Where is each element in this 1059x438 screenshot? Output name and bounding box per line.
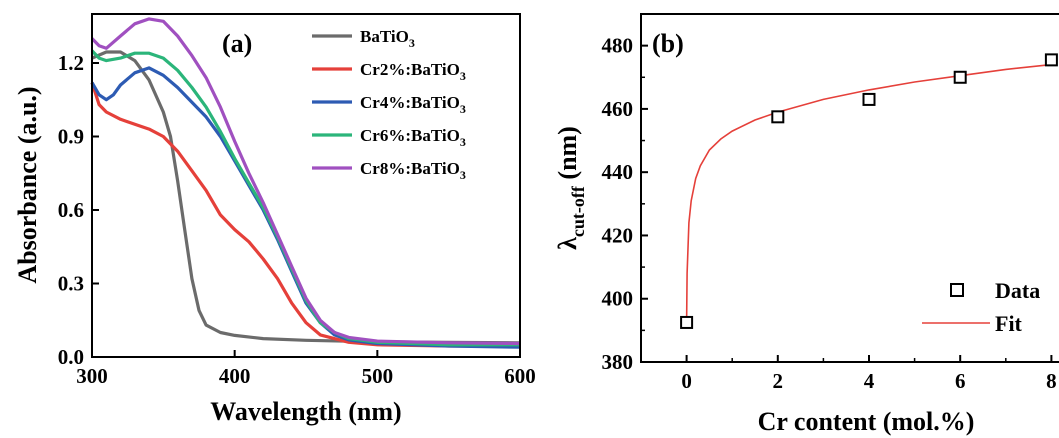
panel-b-data-point <box>771 110 785 124</box>
panel-b-y-axis-title: λcut-off (nm) <box>553 126 588 250</box>
panel-b-data-point <box>862 92 876 106</box>
panel-b-legend-data-marker <box>950 283 964 297</box>
panel-a-y-axis-title: Absorbance (a.u.) <box>13 86 42 283</box>
panel-a-legend-label: BaTiO3 <box>360 27 415 50</box>
panel-b-legend: Data Fit <box>922 278 1040 336</box>
panel-a-series-line-2 <box>90 82 520 348</box>
panel-b-x-tick-label: 8 <box>1046 369 1057 393</box>
panel-b-legend-fit-label: Fit <box>995 311 1023 336</box>
panel-a-x-tick-label: 500 <box>362 364 394 388</box>
panel-a-x-tick-label: 600 <box>504 364 536 388</box>
panel-a-x-axis-title: Wavelength (nm) <box>210 397 401 426</box>
panel-b-legend-data-label: Data <box>995 278 1040 303</box>
panel-a-legend-label: Cr8%:BaTiO3 <box>360 159 466 182</box>
panel-b-data-point <box>680 315 694 329</box>
panel-b-y-tick-label: 380 <box>602 350 634 374</box>
panel-a-axis-ticks: 300 400 500 600 0.0 0.3 0.6 0.9 1.2 <box>58 51 536 388</box>
panel-b-data-point <box>953 70 967 84</box>
panel-b-y-tick-label: 420 <box>602 223 634 247</box>
panel-b-y-axis-unit: (nm) <box>553 126 582 186</box>
panel-b-x-tick-label: 2 <box>773 369 784 393</box>
panel-a-legend-label: Cr4%:BaTiO3 <box>360 93 466 116</box>
panel-a-x-tick-label: 400 <box>219 364 251 388</box>
panel-b-y-tick-label: 440 <box>602 160 634 184</box>
panel-b-x-axis-title: Cr content (mol.%) <box>758 407 975 436</box>
panel-a-legend-label: Cr2%:BaTiO3 <box>360 60 466 83</box>
panel-b-x-tick-label: 6 <box>955 369 966 393</box>
panel-a-absorbance-chart: 300 400 500 600 0.0 0.3 0.6 0.9 1.2 (a) BaTiO3 Cr… <box>13 13 536 426</box>
panel-a-y-tick-label: 0.3 <box>58 272 84 296</box>
panel-b-plot-frame <box>640 13 1059 363</box>
panel-a-series-line-5 <box>90 17 521 346</box>
panel-b-fit-curve <box>685 63 1052 323</box>
panel-b-y-axis-subscript: cut-off <box>568 185 588 237</box>
panel-a-plot-frame <box>91 13 521 358</box>
panel-b-y-tick-label: 480 <box>602 34 634 58</box>
panel-a-y-tick-label: 0.9 <box>58 125 84 149</box>
panel-b-cutoff-chart: 0 2 4 6 8 380 400 420 440 460 480 (b) Data Fit Cr c… <box>553 13 1059 436</box>
panel-a-series-lines <box>90 17 521 349</box>
panel-b-x-tick-label: 4 <box>864 369 875 393</box>
panel-a-legend-label: Cr6%:BaTiO3 <box>360 126 466 149</box>
panel-a-y-tick-label: 0.6 <box>58 198 84 222</box>
panel-b-y-tick-label: 460 <box>602 97 634 121</box>
panel-a-series-line-3 <box>90 66 521 349</box>
panel-a-label: (a) <box>222 29 252 58</box>
panel-b-data-point <box>1044 53 1058 67</box>
panel-b-series <box>680 53 1058 329</box>
panel-b-axis-ticks: 0 2 4 6 8 380 400 420 440 460 480 <box>602 34 1057 393</box>
panel-a-x-tick-label: 300 <box>76 364 108 388</box>
panel-b-x-tick-label: 0 <box>681 369 692 393</box>
panel-a-y-tick-label: 1.2 <box>58 51 84 75</box>
panel-b-label: (b) <box>652 29 684 58</box>
panel-a-legend: BaTiO3 Cr2%:BaTiO3 Cr4%:BaTiO3 Cr6%:BaTiO3 C… <box>312 27 466 182</box>
panel-b-y-tick-label: 400 <box>602 287 634 311</box>
panel-a-series-line-1 <box>91 50 521 345</box>
panel-b-y-axis-symbol: λ <box>553 237 582 250</box>
panel-a-y-tick-label: 0.0 <box>58 345 84 369</box>
